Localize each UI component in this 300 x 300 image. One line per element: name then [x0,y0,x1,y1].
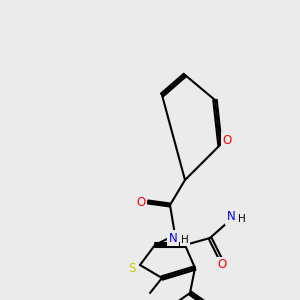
Text: S: S [128,262,136,275]
Text: O: O [222,134,232,146]
Text: H: H [181,235,189,245]
Text: O: O [218,259,226,272]
Text: N: N [169,232,177,244]
Text: O: O [136,196,146,208]
Text: H: H [238,214,246,224]
Text: N: N [226,211,236,224]
